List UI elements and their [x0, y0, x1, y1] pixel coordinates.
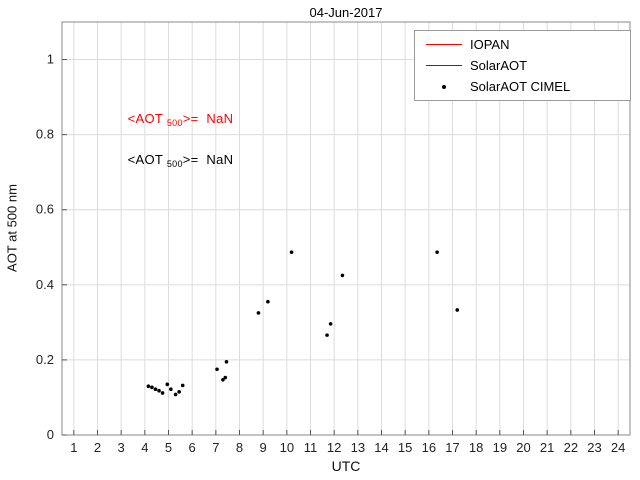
- data-point: [223, 375, 228, 380]
- red-line-icon: [426, 44, 462, 45]
- legend-item-solaraot: SolarAOT: [415, 55, 630, 76]
- legend-sample: [425, 44, 463, 45]
- legend-label: SolarAOT CIMEL: [470, 79, 571, 94]
- legend-item-solaraot-cimel: SolarAOT CIMEL: [415, 76, 630, 97]
- x-tick-label: 15: [398, 440, 412, 455]
- data-point: [165, 382, 170, 387]
- x-tick-label: 9: [260, 440, 267, 455]
- y-tick-label: 0.6: [36, 202, 54, 217]
- x-tick-label: 16: [422, 440, 436, 455]
- x-tick-label: 12: [327, 440, 341, 455]
- legend-sample: [425, 84, 463, 89]
- data-point: [221, 378, 225, 382]
- annotation-suffix: >= NaN: [182, 111, 234, 126]
- x-tick-label: 5: [165, 440, 172, 455]
- x-tick-label: 4: [141, 440, 148, 455]
- annotation-solaraot-mean: <AOT 500>= NaN: [112, 137, 233, 184]
- legend-sample: [425, 65, 463, 66]
- axis-box: [61, 21, 631, 436]
- data-point: [153, 387, 158, 391]
- y-tick-label: 0.4: [36, 277, 54, 292]
- x-tick-label: 19: [493, 440, 507, 455]
- data-point: [224, 359, 229, 364]
- annotation-prefix: <AOT: [127, 152, 167, 167]
- y-axis-label: AOT at 500 nm: [4, 184, 20, 272]
- data-point: [169, 387, 173, 391]
- legend: IOPAN SolarAOT SolarAOT CIMEL: [414, 30, 631, 101]
- data-point: [340, 273, 345, 278]
- y-tick-label: 0.8: [36, 127, 54, 142]
- y-tick-label: 1: [47, 52, 54, 67]
- x-tick-label: 22: [564, 440, 578, 455]
- x-tick-label: 10: [280, 440, 294, 455]
- x-tick-label: 17: [445, 440, 459, 455]
- data-point: [157, 388, 161, 393]
- x-tick-label: 13: [351, 440, 365, 455]
- data-point: [325, 333, 329, 337]
- annotation-suffix: >= NaN: [182, 152, 234, 167]
- data-point: [289, 250, 294, 254]
- x-tick-label: 3: [118, 440, 125, 455]
- data-point: [435, 250, 439, 254]
- x-tick-label: 2: [94, 440, 101, 455]
- dark-line-icon: [426, 65, 462, 66]
- data-point: [180, 383, 185, 388]
- data-point: [455, 308, 460, 312]
- legend-label: SolarAOT: [470, 58, 528, 73]
- legend-label: IOPAN: [470, 37, 510, 52]
- data-point: [160, 391, 165, 395]
- x-tick-label: 20: [516, 440, 530, 455]
- data-point: [266, 299, 270, 304]
- chart-title: 04-Jun-2017: [309, 5, 383, 20]
- x-tick-label: 24: [611, 440, 625, 455]
- y-tick-label: 0.2: [36, 352, 54, 367]
- x-tick-label: 1: [70, 440, 77, 455]
- x-tick-label: 21: [540, 440, 554, 455]
- x-tick-label: 11: [304, 440, 318, 455]
- data-point: [173, 392, 178, 397]
- x-tick-label: 6: [189, 440, 196, 455]
- data-point: [328, 322, 333, 326]
- data-point: [256, 311, 261, 315]
- dot-marker-icon: [442, 84, 446, 89]
- y-tick-label: 0: [47, 427, 54, 442]
- legend-item-iopan: IOPAN: [415, 34, 630, 55]
- annotation-subscript: 500: [166, 159, 183, 169]
- data-point: [150, 385, 154, 390]
- x-tick-label: 14: [374, 440, 388, 455]
- x-tick-label: 18: [469, 440, 483, 455]
- annotation-iopan-mean: <AOT 500>= NaN: [112, 96, 233, 143]
- annotation-prefix: <AOT: [127, 111, 167, 126]
- data-point: [215, 367, 219, 372]
- data-point: [146, 384, 151, 388]
- annotation-subscript: 500: [166, 118, 183, 128]
- x-tick-label: 23: [587, 440, 601, 455]
- data-point: [177, 390, 181, 394]
- x-tick-label: 7: [212, 440, 219, 455]
- x-tick-label: 8: [236, 440, 243, 455]
- x-axis-label: UTC: [331, 458, 361, 474]
